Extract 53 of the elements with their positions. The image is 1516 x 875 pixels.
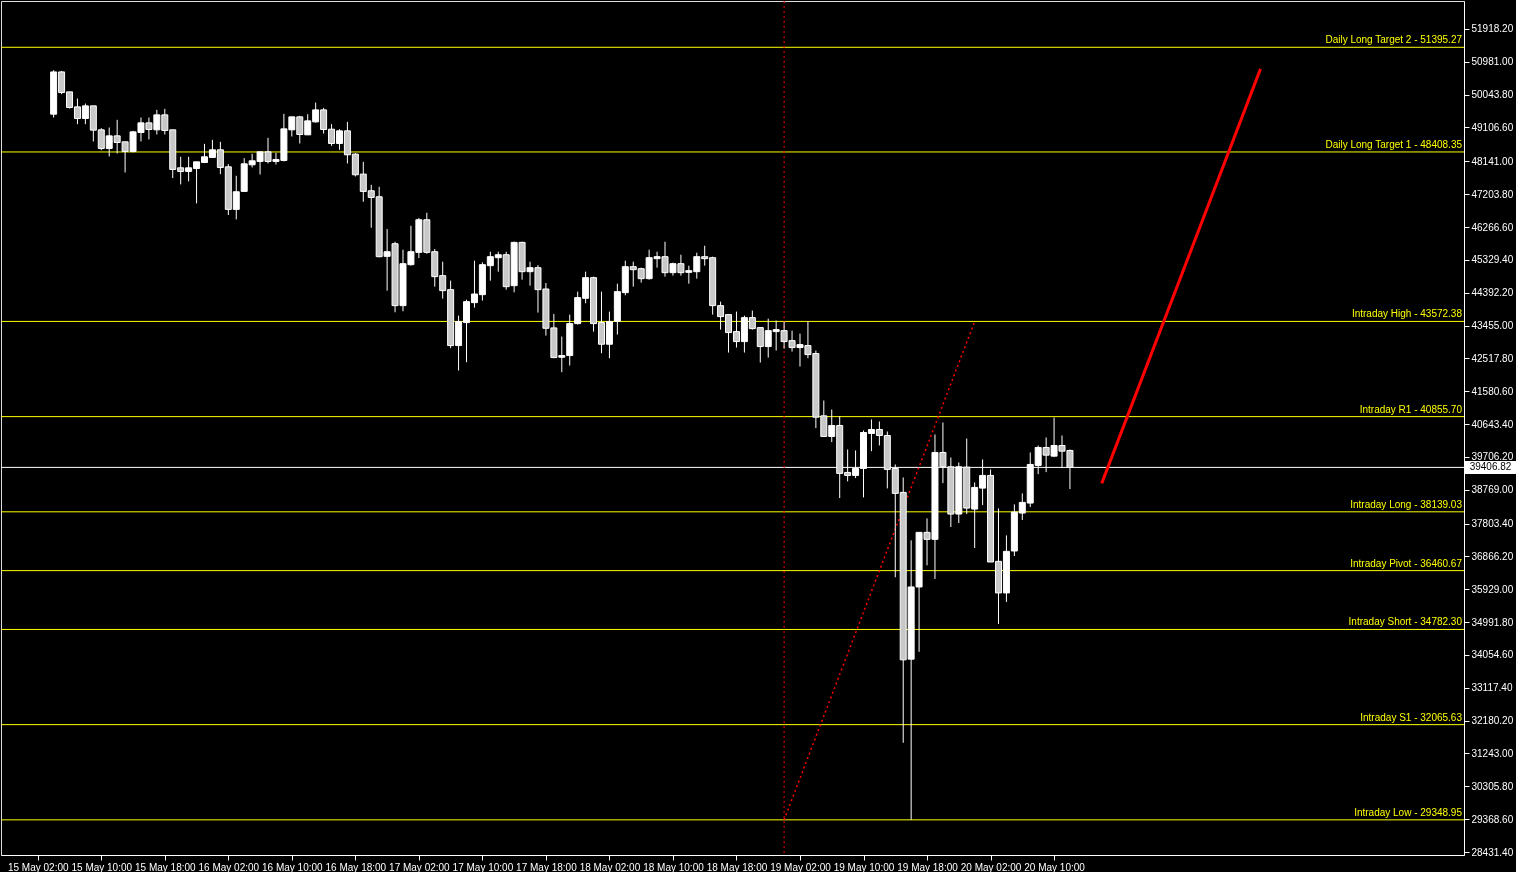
x-tick-label: 16 May 10:00 [262, 861, 324, 873]
ref-line-label: Intraday Long - 38139.03 [1350, 498, 1463, 510]
x-tick-label: 16 May 18:00 [325, 861, 387, 873]
y-tick-label: 36866.20 [1471, 550, 1514, 562]
x-tick-label: 17 May 18:00 [516, 861, 578, 873]
y-tick-label: 29368.60 [1471, 813, 1514, 825]
x-tick-label: 15 May 10:00 [71, 861, 133, 873]
y-tick-label: 28431.40 [1471, 846, 1514, 858]
y-tick-label: 44392.20 [1471, 287, 1514, 299]
ref-line-label: Intraday R1 - 40855.70 [1359, 403, 1463, 415]
ref-line-label: Daily Long Target 2 - 51395.27 [1325, 34, 1463, 46]
y-tick-label: 51918.20 [1471, 23, 1514, 35]
ref-line-label: Intraday Low - 29348.95 [1354, 806, 1463, 818]
ref-line-label: Daily Long Target 1 - 48408.35 [1325, 138, 1463, 150]
x-tick-label: 20 May 02:00 [960, 861, 1022, 873]
x-tick-label: 18 May 18:00 [706, 861, 768, 873]
y-tick-label: 35929.00 [1471, 583, 1514, 595]
y-tick-label: 37803.40 [1471, 518, 1514, 530]
ref-line-label: Intraday High - 43572.38 [1351, 308, 1463, 320]
y-tick-label: 40643.40 [1471, 418, 1514, 430]
y-tick-label: 50043.80 [1471, 89, 1514, 101]
x-tick-label: 15 May 02:00 [7, 861, 69, 873]
y-tick-label: 46266.60 [1471, 221, 1514, 233]
x-tick-label: 16 May 02:00 [198, 861, 260, 873]
y-tick-label: 43455.00 [1471, 320, 1514, 332]
ref-line-label: Intraday Pivot - 36460.67 [1350, 557, 1463, 569]
y-tick-label: 33117.40 [1471, 682, 1513, 694]
y-tick-label: 45329.40 [1471, 254, 1514, 266]
y-tick-label: 34991.80 [1471, 616, 1514, 628]
y-tick-label: 38769.00 [1471, 484, 1514, 496]
y-tick-label: 41580.60 [1471, 385, 1514, 397]
ref-line-label: Intraday Short - 34782.30 [1348, 616, 1463, 628]
y-tick-label: 39706.20 [1471, 451, 1514, 463]
x-tick-label: 17 May 02:00 [389, 861, 451, 873]
y-tick-label: 48141.00 [1471, 155, 1514, 167]
x-tick-label: 20 May 10:00 [1024, 861, 1086, 873]
x-tick-label: 18 May 02:00 [579, 861, 641, 873]
y-tick-label: 34054.60 [1471, 649, 1514, 661]
x-tick-label: 15 May 18:00 [134, 861, 197, 873]
y-tick-label: 31243.00 [1471, 747, 1514, 759]
y-tick-label: 42517.80 [1471, 352, 1514, 364]
y-tick-label: 32180.20 [1471, 715, 1514, 727]
x-tick-label: 19 May 18:00 [897, 861, 959, 873]
x-tick-label: 19 May 02:00 [770, 861, 832, 873]
y-tick-label: 49106.60 [1471, 121, 1514, 133]
x-tick-label: 18 May 10:00 [643, 861, 705, 873]
y-tick-label: 47203.80 [1471, 188, 1514, 200]
x-tick-label: 17 May 10:00 [452, 861, 514, 873]
ref-line-label: 39406.82 [1469, 461, 1512, 473]
y-tick-label: 30305.80 [1471, 780, 1514, 792]
ref-line-label: Intraday S1 - 32065.63 [1360, 711, 1463, 723]
x-tick-label: 19 May 10:00 [833, 861, 895, 873]
y-tick-label: 50981.00 [1471, 56, 1514, 68]
